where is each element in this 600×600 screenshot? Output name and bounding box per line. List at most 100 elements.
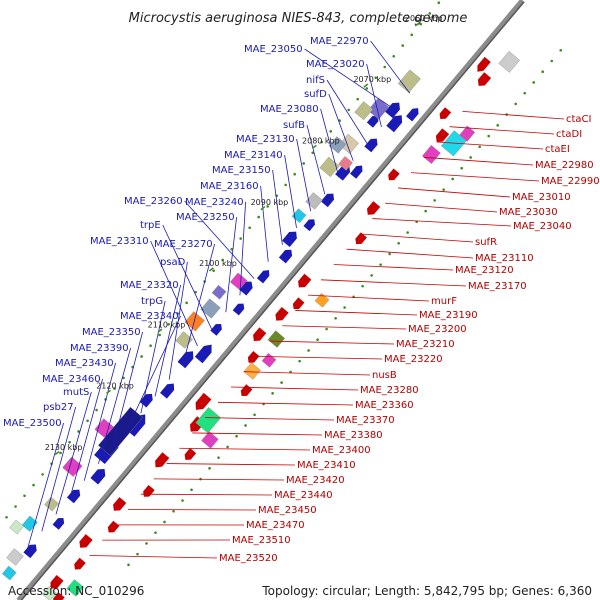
left-gene-label: sufD [304,89,327,100]
reverse-gene-arrow [50,574,64,589]
left-gene-label: MAE_23460 [42,374,101,385]
rail-dot [320,140,324,144]
rail-dot [550,59,554,63]
left-leader-line [184,200,255,279]
forward-gene-arrow [364,138,378,153]
left-gene-label: MAE_23130 [236,134,295,145]
left-gene-label: MAE_23250 [176,212,235,223]
rail-dot [68,440,71,444]
reverse-gene-arrow [113,497,127,511]
rail-dot [460,166,463,170]
pathway-feature [195,407,222,434]
pathway-feature [6,548,24,566]
leader-lines [27,40,565,559]
kbp-tick-label: 2130 kbp [45,443,83,452]
left-gene-label: psb27 [43,402,74,413]
left-gene-label: MAE_23390 [70,343,129,354]
left-leader-line [296,138,312,212]
rail-dot [14,505,17,508]
kbp-tick-label: 2100 kbp [199,259,237,268]
right-gene-label: MAE_23110 [475,253,534,264]
right-gene-label: sufR [475,237,497,248]
rail-dot [248,226,251,230]
pathway-feature [367,97,390,120]
right-gene-label: ctaDI [556,129,582,140]
left-leader-line [98,347,131,464]
rail-dot [5,515,8,519]
rail-dot [559,48,563,52]
right-gene-label: MAE_23420 [286,475,345,486]
left-gene-label: MAE_23260 [124,196,183,207]
rail-dot [140,355,143,358]
reverse-gene-arrow [143,485,155,497]
kbp-tick-labels: 2060 kbp 2070 kbp 2080 kbp 2090 kbp 2100 kbp… [45,14,443,456]
left-leader-line [126,315,181,431]
left-gene-label: sufB [283,120,305,131]
left-gene-label: trpG [141,296,163,307]
rail-dot [185,301,188,305]
left-leader-line [69,378,103,498]
pathway-feature [267,330,286,348]
rail-dot [424,209,427,213]
left-leader-line [140,300,166,414]
reverse-gene-arrow [298,273,312,288]
right-gene-label: MAE_23400 [312,445,371,456]
right-leader-line [423,156,534,166]
rail-dot [158,333,161,337]
reverse-gene-arrow [240,384,253,397]
right-gene-label: MAE_23410 [297,460,356,471]
pathway-feature [42,586,57,600]
right-leader-line [282,325,407,330]
rail-dot [478,145,481,149]
rail-dot [311,151,315,155]
kbp-tick-mark [106,389,111,394]
pathway-feature [261,352,277,368]
left-gene-label: MAE_23240 [185,197,244,208]
forward-gene-arrow [194,344,212,364]
left-gene-label: MAE_23310 [90,236,149,247]
forward-gene-arrow [350,165,363,179]
map-title: Microcystis aeruginosa NIES-843, complet… [129,11,468,26]
rail-dot [244,424,247,427]
right-gene-label: murF [431,296,457,307]
right-leader-line [295,310,418,316]
left-leader-line [272,169,283,245]
kbp-tick-mark [260,206,266,211]
right-gene-label: MAE_23170 [468,281,527,292]
rail-dot [392,54,396,58]
rail-dot [122,376,125,380]
rail-dot [356,97,360,101]
right-leader-line [269,340,395,345]
pathway-feature [498,50,521,73]
left-leader-line [366,63,382,128]
right-leader-line [385,202,498,213]
left-leader-line [27,422,64,549]
forward-gene-arrow [210,323,222,336]
rail-dot [86,419,89,423]
reverse-gene-arrow [477,72,492,86]
rail-dot [253,413,256,417]
right-leader-line [179,447,311,451]
rail-dot [226,445,229,449]
rail-dot [401,44,405,47]
right-leader-line [333,264,454,271]
rail-dot [302,162,305,165]
left-gene-label: trpE [140,220,161,231]
left-gene-label: MAE_23020 [306,59,365,70]
rail-dot [190,488,193,492]
pathway-feature [211,284,227,300]
left-gene-label: MAE_23430 [55,358,114,369]
rail-dot [23,494,26,498]
rail-dot [370,274,373,277]
rail-dot [496,124,499,127]
rail-dot [419,22,423,26]
left-leader-line [239,201,247,296]
right-leader-line [192,432,323,436]
rail-dot [59,451,62,455]
left-gene-label: nifS [306,75,325,86]
left-leader-line [112,331,143,448]
right-gene-label: MAE_23200 [408,324,467,335]
pathway-feature [354,101,374,121]
left-gene-label: MAE_23140 [224,150,283,161]
